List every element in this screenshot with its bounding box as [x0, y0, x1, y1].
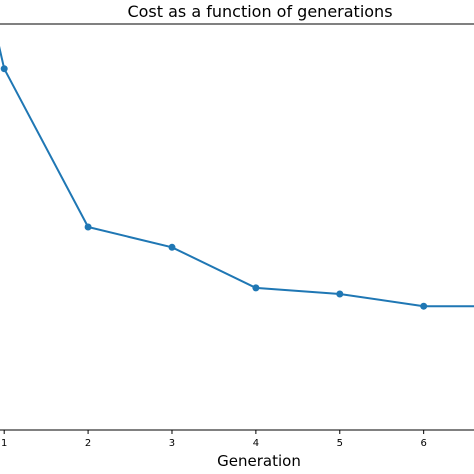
- x-axis-ticks: 1 2 3 4 5 6: [1, 430, 427, 449]
- data-point: [0, 65, 8, 73]
- x-tick-label: 4: [253, 438, 259, 449]
- x-tick-label: 3: [169, 438, 175, 449]
- data-point: [336, 290, 344, 298]
- data-point: [168, 243, 176, 251]
- x-tick-label: 5: [337, 438, 343, 449]
- series-group: [0, 45, 474, 310]
- x-tick-label: 1: [1, 438, 7, 449]
- chart-title: Cost as a function of generations: [127, 2, 392, 21]
- x-tick-label: 2: [85, 438, 91, 449]
- x-tick-label: 6: [420, 438, 426, 449]
- data-point: [84, 223, 92, 231]
- series-line: [0, 45, 474, 308]
- data-point: [252, 284, 260, 292]
- x-axis-label: Generation: [217, 452, 301, 470]
- data-point: [420, 302, 428, 310]
